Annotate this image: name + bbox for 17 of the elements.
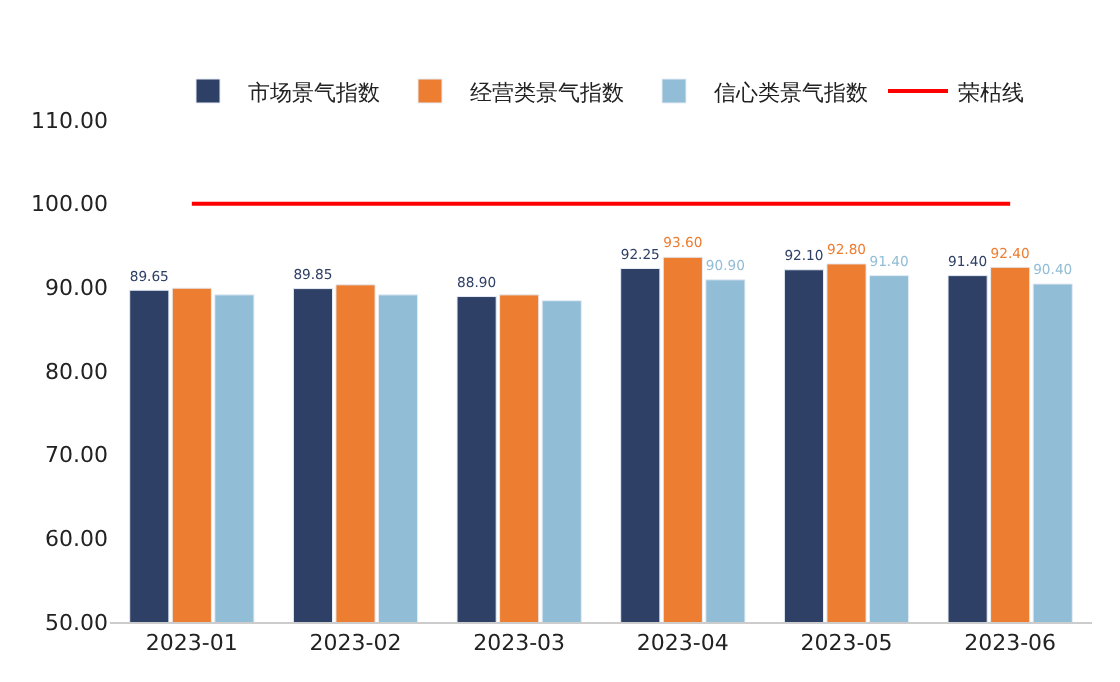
legend-label: 市场景气指数 — [248, 79, 380, 106]
x-tick-label: 2023-02 — [309, 630, 402, 657]
y-tick-label: 80.00 — [45, 358, 108, 385]
x-tick-label: 2023-01 — [145, 630, 238, 657]
x-tick-label: 2023-06 — [964, 630, 1057, 657]
legend-label: 经营类景气指数 — [470, 79, 624, 106]
y-tick-label: 90.00 — [45, 275, 108, 302]
x-tick-label: 2023-04 — [636, 630, 729, 657]
legend-label: 荣枯线 — [958, 79, 1024, 106]
x-tick-label: 2023-05 — [800, 630, 893, 657]
y-tick-label: 50.00 — [45, 609, 108, 636]
y-tick-label: 100.00 — [31, 191, 108, 218]
legend-label: 信心类景气指数 — [714, 79, 868, 106]
y-tick-label: 60.00 — [45, 526, 108, 553]
y-tick-label: 110.00 — [31, 107, 108, 134]
y-tick-label: 70.00 — [45, 442, 108, 469]
x-tick-label: 2023-03 — [473, 630, 566, 657]
